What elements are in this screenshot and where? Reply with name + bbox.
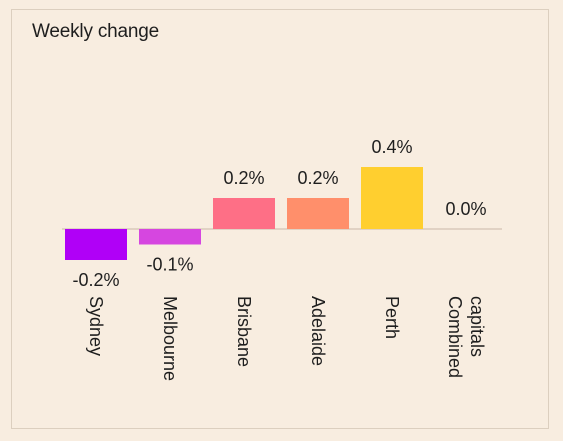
value-label-3: 0.2% bbox=[297, 168, 338, 188]
category-label-4-line-0: Perth bbox=[382, 296, 402, 339]
value-label-1: -0.1% bbox=[146, 255, 193, 275]
value-label-0: -0.2% bbox=[72, 270, 119, 290]
category-label-3-line-0: Adelaide bbox=[308, 296, 328, 366]
category-label-5-line-1: capitals bbox=[467, 296, 487, 357]
chart-title: Weekly change bbox=[32, 21, 159, 42]
category-label-0: Sydney bbox=[86, 296, 106, 356]
value-label-5: 0.0% bbox=[445, 199, 486, 219]
bar-2 bbox=[213, 198, 275, 229]
bar-1 bbox=[139, 229, 201, 245]
category-label-2-line-0: Brisbane bbox=[234, 296, 254, 367]
category-label-1-line-0: Melbourne bbox=[160, 296, 180, 381]
bar-3 bbox=[287, 198, 349, 229]
category-label-1: Melbourne bbox=[160, 296, 180, 381]
bar-chart: -0.2% Sydney -0.1% Melbourne 0.2% Brisbane 0.2… bbox=[62, 137, 502, 381]
category-label-3: Adelaide bbox=[308, 296, 328, 366]
category-label-5: Combined capitals bbox=[445, 296, 487, 378]
value-label-4: 0.4% bbox=[371, 137, 412, 157]
category-label-4: Perth bbox=[382, 296, 402, 339]
category-label-0-line-0: Sydney bbox=[86, 296, 106, 356]
chart-card: Weekly change -0.2% Sydney -0.1% Melbourne 0… bbox=[11, 9, 549, 429]
value-label-2: 0.2% bbox=[223, 168, 264, 188]
bar-0 bbox=[65, 229, 127, 260]
bar-4 bbox=[361, 167, 423, 229]
category-label-5-line-0: Combined bbox=[445, 296, 465, 378]
category-label-2: Brisbane bbox=[234, 296, 254, 367]
